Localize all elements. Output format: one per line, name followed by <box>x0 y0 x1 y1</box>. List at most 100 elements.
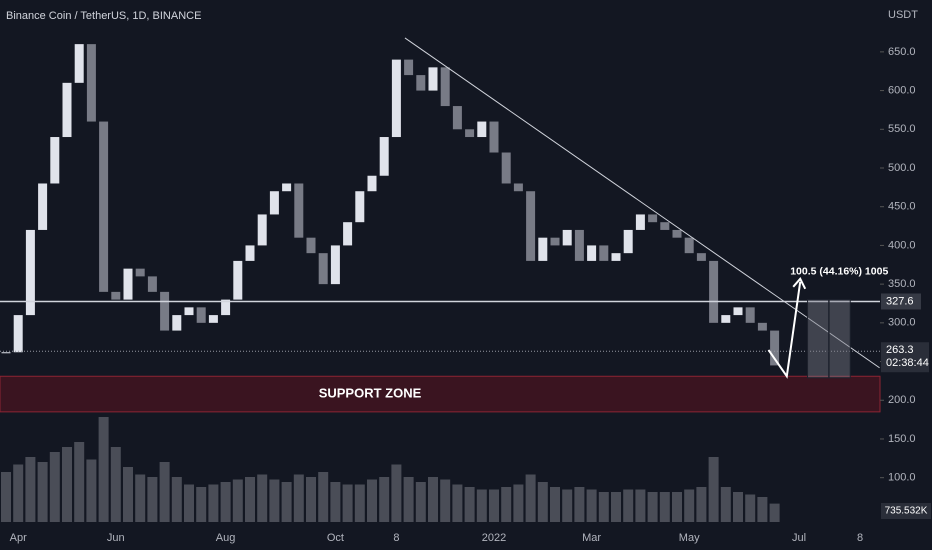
candle <box>86 44 96 122</box>
candle <box>452 106 462 130</box>
projection-path <box>767 281 802 379</box>
candle <box>635 214 645 230</box>
volume-bar <box>769 503 780 522</box>
volume-bar <box>159 462 170 522</box>
volume-bar <box>684 489 695 522</box>
y-tick-label: 300.0 <box>888 317 916 329</box>
x-tick-label: May <box>679 532 700 544</box>
volume-bar <box>501 487 512 522</box>
volume-bar <box>489 489 499 522</box>
volume-bar <box>379 477 390 522</box>
volume-bar <box>171 477 182 522</box>
y-tick-label: 600.0 <box>888 84 916 96</box>
volume-bar <box>269 479 280 522</box>
candle <box>25 229 35 316</box>
candle <box>269 191 279 215</box>
volume-bar <box>537 482 548 522</box>
volume-bar <box>623 489 634 522</box>
trendline <box>404 37 880 369</box>
y-tick-label: 200.0 <box>888 394 916 406</box>
volume-bar <box>86 459 97 522</box>
volume-bar <box>708 457 719 522</box>
candle <box>696 253 706 261</box>
candle <box>733 307 743 316</box>
volume-bar <box>635 489 646 522</box>
candle <box>233 260 243 300</box>
volume-bar <box>720 487 731 522</box>
candle <box>416 75 426 91</box>
volume-label-box <box>881 503 931 519</box>
candle <box>745 307 755 323</box>
candle <box>74 44 84 83</box>
candle <box>245 245 255 261</box>
candle <box>62 82 72 138</box>
volume-bar <box>110 447 121 522</box>
y-tick-label: 150.0 <box>888 433 916 445</box>
candle <box>709 260 719 323</box>
volume-bar <box>62 447 72 522</box>
candle <box>343 222 353 246</box>
volume-bar <box>659 492 670 522</box>
candle <box>562 229 572 246</box>
volume-bar <box>184 484 194 522</box>
candle <box>123 268 133 300</box>
candle <box>428 67 438 91</box>
candle <box>660 222 670 230</box>
support-zone <box>0 375 881 413</box>
candle <box>294 183 304 238</box>
candle <box>147 276 157 292</box>
volume-bar <box>330 482 341 522</box>
projection-label: 100.5 (44.16%) 1005 <box>790 266 888 278</box>
candle <box>99 121 109 292</box>
candle <box>574 229 584 261</box>
x-tick-label: 8 <box>393 532 399 544</box>
volume-bar <box>135 474 146 522</box>
volume-bar <box>757 497 768 522</box>
volume-bar <box>232 479 243 522</box>
candle <box>599 245 609 261</box>
volume-bar <box>367 479 377 522</box>
volume-bar <box>391 464 402 522</box>
candle <box>404 59 414 76</box>
candle <box>587 245 597 261</box>
volume-bar <box>598 492 609 522</box>
candle <box>391 59 401 138</box>
volume-bar <box>245 477 255 522</box>
volume-bar <box>696 487 707 522</box>
candle <box>721 315 731 323</box>
candle <box>221 299 231 316</box>
candle <box>13 315 23 353</box>
volume-bar <box>25 457 36 522</box>
x-tick-label: Mar <box>582 532 601 544</box>
volume-bar <box>745 494 756 522</box>
candle <box>770 330 780 366</box>
volume-bar <box>513 484 524 522</box>
volume-bar <box>220 482 231 522</box>
candle <box>440 67 450 107</box>
volume-bar <box>403 477 414 522</box>
x-tick-label: 8 <box>857 532 863 544</box>
y-tick-label: 650.0 <box>888 46 916 58</box>
volume-bar <box>293 474 304 522</box>
volume-bar <box>342 484 353 522</box>
candle <box>538 237 548 261</box>
y-tick-label: 350.0 <box>888 278 916 290</box>
chart-title: Binance Coin / TetherUS, 1D, BINANCE <box>6 10 201 22</box>
candle <box>611 253 621 261</box>
volume-bar <box>147 477 158 522</box>
candle <box>196 307 206 323</box>
candle <box>477 121 487 138</box>
volume-bar <box>281 482 292 522</box>
x-tick-label: 2022 <box>482 532 506 544</box>
resistance-label: 327.6 <box>886 295 914 307</box>
volume-bar <box>98 417 109 522</box>
candle <box>550 237 560 246</box>
resistance-label-box <box>881 293 921 310</box>
candle <box>513 183 523 192</box>
volume-bar <box>428 477 438 522</box>
candle <box>160 291 170 331</box>
volume-bar <box>415 482 426 522</box>
volume-bar <box>196 487 207 522</box>
